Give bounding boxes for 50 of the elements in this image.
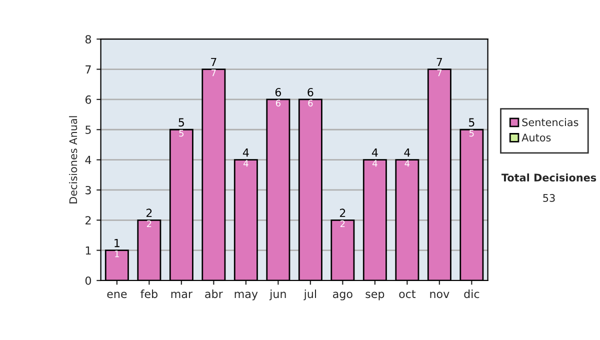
y-axis-title: Decisiones Anual — [69, 116, 78, 204]
y-tick-label: 6 — [85, 95, 92, 104]
y-tick-label: 4 — [85, 156, 92, 164]
data-label: 5 — [179, 130, 184, 137]
data-label: 7 — [212, 70, 216, 76]
x-tick-label: abr — [205, 290, 223, 298]
data-label: 6 — [308, 100, 313, 106]
x-tick-label: dic — [464, 290, 480, 298]
data-label: 4 — [243, 160, 248, 167]
data-label: 2 — [146, 220, 152, 228]
y-tick-label: 3 — [86, 186, 91, 194]
x-tick-label: ene — [107, 292, 127, 298]
text: 53 — [543, 194, 555, 202]
x-tick-label: mar — [171, 292, 193, 298]
data-label: 5 — [470, 130, 474, 137]
data-label: 7 — [437, 70, 442, 76]
total-label: 6 — [308, 88, 314, 96]
y-tick-label: 1 — [86, 246, 91, 255]
x-tick-label: may — [234, 292, 258, 300]
total-label: 7 — [211, 58, 216, 66]
total-label: 4 — [242, 148, 249, 157]
data-label: 2 — [340, 220, 345, 228]
legend-label: Autos — [522, 134, 551, 142]
data-label: 4 — [404, 160, 410, 167]
y-tick-label: 5 — [86, 126, 91, 134]
total-label: 5 — [469, 118, 474, 127]
y-tick-label: 0 — [85, 276, 92, 285]
x-tick-label: feb — [140, 290, 158, 298]
total-label: 1 — [114, 239, 120, 248]
x-tick-label: jul — [304, 290, 316, 300]
x-tick-label: jun — [269, 290, 286, 300]
x-tick-label: sep — [366, 292, 384, 300]
x-tick-label: ago — [333, 292, 352, 300]
text: Total Decisiones — [501, 173, 596, 182]
y-tick-label: 7 — [86, 65, 91, 74]
data-label: 4 — [372, 160, 378, 167]
total-label: 4 — [372, 148, 378, 157]
total-label: 2 — [146, 208, 152, 217]
data-label: 1 — [115, 250, 119, 258]
x-tick-label: nov — [430, 292, 450, 298]
x-tick-label: oct — [399, 290, 416, 298]
total-label: 4 — [404, 148, 410, 157]
data-label: 6 — [276, 100, 280, 106]
y-tick-label: 8 — [85, 35, 92, 44]
y-tick-label: 2 — [86, 216, 91, 224]
total-label: 6 — [275, 88, 282, 96]
total-label: 2 — [340, 208, 346, 217]
legend-label: Sentencias — [522, 118, 578, 126]
total-label: 7 — [436, 58, 442, 66]
total-label: 5 — [178, 118, 184, 127]
